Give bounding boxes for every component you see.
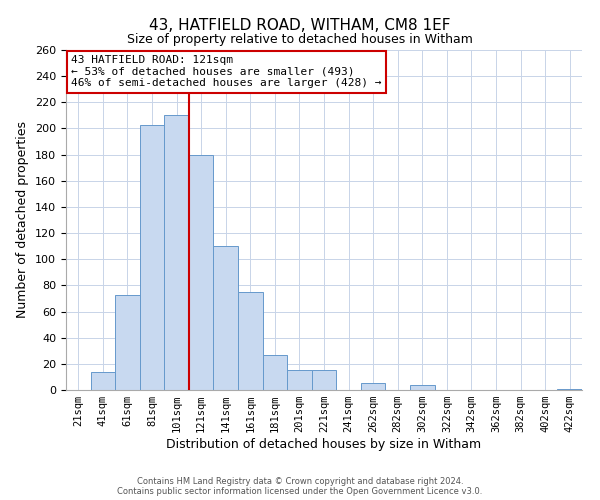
Text: 43, HATFIELD ROAD, WITHAM, CM8 1EF: 43, HATFIELD ROAD, WITHAM, CM8 1EF (149, 18, 451, 32)
Bar (140, 124, 164, 390)
Bar (287, 370, 312, 390)
Bar (312, 370, 336, 390)
Bar (361, 384, 385, 390)
Text: Contains HM Land Registry data © Crown copyright and database right 2024.
Contai: Contains HM Land Registry data © Crown c… (118, 476, 482, 496)
Bar (238, 292, 263, 390)
Bar (164, 116, 189, 390)
Bar (263, 354, 287, 390)
Text: 43 HATFIELD ROAD: 121sqm
← 53% of detached houses are smaller (493)
46% of semi-: 43 HATFIELD ROAD: 121sqm ← 53% of detach… (71, 55, 382, 88)
Bar (410, 385, 434, 390)
Bar (115, 294, 140, 390)
Bar (557, 388, 582, 390)
Bar (189, 154, 214, 390)
X-axis label: Distribution of detached houses by size in Witham: Distribution of detached houses by size … (166, 438, 482, 451)
Bar (91, 372, 115, 390)
Bar (214, 246, 238, 390)
Y-axis label: Number of detached properties: Number of detached properties (16, 122, 29, 318)
Text: Size of property relative to detached houses in Witham: Size of property relative to detached ho… (127, 32, 473, 46)
